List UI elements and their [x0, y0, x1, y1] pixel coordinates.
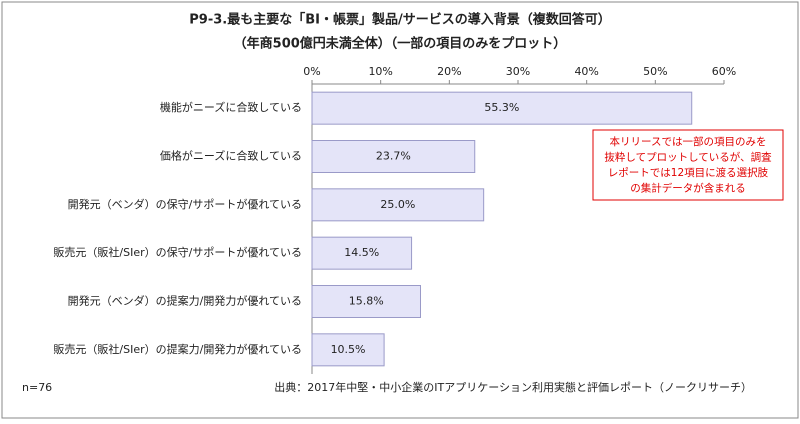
value-label: 23.7%: [376, 150, 411, 163]
y-tick-label: 販売元（販社/SIer）の提案力/開発力が優れている: [53, 342, 302, 356]
value-label: 25.0%: [380, 198, 415, 211]
x-tick-label: 10%: [368, 65, 392, 78]
x-tick-label: 20%: [437, 65, 461, 78]
sample-size: n=76: [22, 381, 52, 394]
bar: [311, 285, 421, 318]
value-label: 15.8%: [349, 295, 384, 308]
x-tick-label: 30%: [506, 65, 530, 78]
annotation-box: [592, 129, 784, 201]
value-label: 55.3%: [484, 101, 519, 114]
y-tick-label: 機能がニーズに合致している: [160, 100, 302, 114]
annotation-line: の集計データが含まれる: [630, 182, 746, 195]
x-tick-label: 50%: [643, 65, 667, 78]
value-label: 10.5%: [331, 343, 366, 356]
y-tick-label: 価格がニーズに合致している: [160, 149, 302, 163]
annotation-line: 抜粋してプロットしているが、調査: [604, 151, 772, 164]
x-tick-label: 40%: [574, 65, 598, 78]
annotation-line: レポートでは12項目に渡る選択肢: [608, 166, 769, 179]
bar: [311, 91, 693, 125]
bar: [311, 333, 385, 367]
x-tick-label: 60%: [712, 65, 736, 78]
y-tick-label: 販売元（販社/SIer）の保守/サポートが優れている: [53, 245, 302, 259]
chart-title: P9-3.最も主要な「BI・帳票」製品/サービスの導入背景（複数回答可）: [189, 12, 610, 28]
x-tick-label: 0%: [303, 65, 320, 78]
value-label: 14.5%: [344, 246, 379, 259]
bar: [311, 236, 413, 270]
chart-subtitle: （年商500億円未満全体）（一部の項目のみをプロット）: [234, 36, 567, 52]
source: 出典：2017年中堅・中小企業のITアプリケーション利用実態と評価レポート（ノー…: [274, 380, 752, 394]
y-tick-label: 開発元（ベンダ）の提案力/開発力が優れている: [68, 294, 302, 308]
annotation-line: 本リリースでは一部の項目のみを: [610, 135, 767, 148]
y-tick-label: 開発元（ベンダ）の保守/サポートが優れている: [68, 197, 302, 211]
bar: [311, 188, 485, 222]
bar: [311, 140, 476, 173]
